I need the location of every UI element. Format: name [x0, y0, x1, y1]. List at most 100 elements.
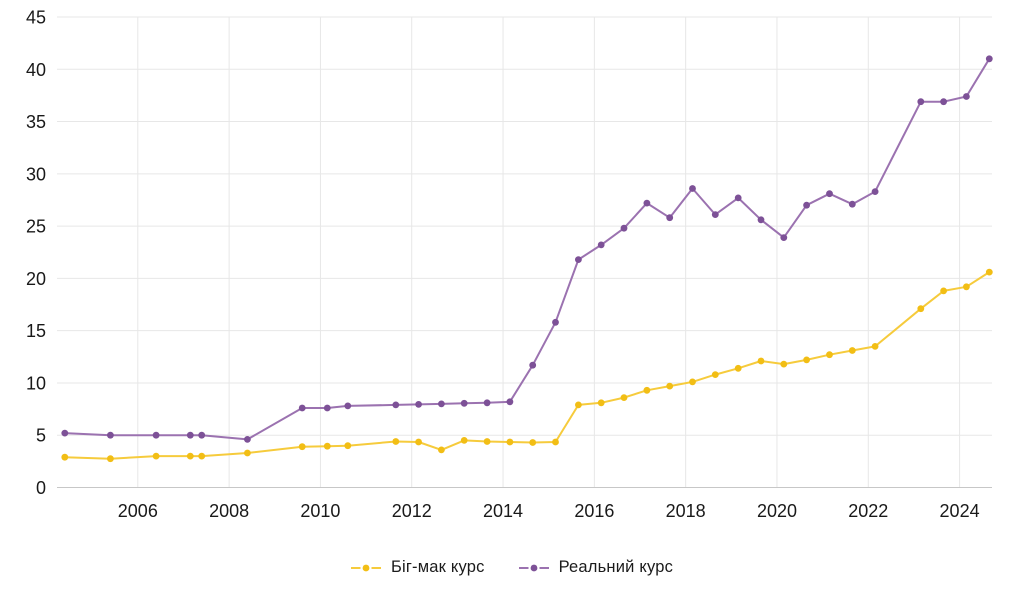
series-point-0	[460, 437, 468, 444]
x-tick-label: 2024	[940, 501, 980, 521]
series-point-1	[483, 399, 491, 407]
real-rate-legend-marker-icon	[518, 564, 549, 571]
series-point-0	[620, 394, 628, 401]
series-point-1	[323, 404, 331, 412]
series-point-1	[438, 400, 445, 408]
series-point-0	[871, 343, 879, 350]
series-point-1	[940, 98, 947, 106]
series-point-0	[552, 438, 559, 446]
series-point-0	[415, 438, 422, 446]
series-point-1	[711, 211, 719, 219]
y-tick-label: 15	[26, 321, 46, 341]
series-point-0	[803, 356, 810, 364]
series-point-0	[985, 268, 993, 276]
series-point-1	[620, 224, 628, 232]
x-tick-label: 2010	[300, 501, 340, 521]
bigmac-legend-marker-icon	[350, 564, 381, 571]
series-point-1	[107, 431, 114, 439]
series-point-1	[186, 431, 194, 439]
x-tick-label: 2016	[574, 501, 614, 521]
series-point-1	[734, 194, 742, 202]
series-line-1	[63, 57, 991, 441]
series-point-0	[483, 438, 491, 445]
series-point-1	[460, 399, 468, 407]
series-point-0	[689, 378, 696, 386]
y-tick-label: 20	[26, 269, 46, 289]
x-tick-label: 2012	[392, 501, 432, 521]
series-point-1	[803, 201, 810, 209]
series-line-0	[63, 271, 991, 460]
series-point-1	[392, 401, 400, 409]
x-tick-label: 2020	[757, 501, 797, 521]
series-point-1	[298, 404, 306, 412]
series-point-0	[575, 401, 582, 409]
x-tick-label: 2018	[666, 501, 706, 521]
series-point-1	[244, 436, 251, 443]
series-point-0	[438, 446, 445, 454]
series-point-1	[917, 98, 925, 106]
legend-item-real-rate[interactable]: Реальний курс	[518, 558, 673, 577]
series-point-1	[757, 216, 765, 224]
series-point-0	[917, 305, 925, 313]
series-point-0	[826, 351, 833, 359]
y-tick-label: 40	[26, 60, 46, 80]
legend-item-bigmac[interactable]: Біг-мак курс	[350, 558, 485, 577]
series-point-0	[61, 453, 69, 461]
series-point-0	[152, 452, 160, 460]
y-tick-label: 5	[36, 426, 46, 446]
series-point-0	[186, 452, 194, 460]
x-tick-label: 2014	[483, 501, 523, 521]
series-point-1	[963, 93, 970, 100]
y-tick-label: 0	[36, 478, 46, 498]
series-point-1	[826, 190, 833, 198]
series-point-1	[529, 361, 537, 369]
series-point-1	[152, 431, 160, 439]
series-point-0	[757, 357, 765, 365]
y-tick-label: 30	[26, 164, 46, 184]
series-point-0	[780, 360, 788, 368]
legend-label-bigmac: Біг-мак курс	[390, 558, 485, 576]
y-tick-label: 10	[26, 373, 46, 393]
series-point-0	[848, 347, 856, 354]
series-point-1	[597, 241, 605, 249]
series-point-0	[597, 399, 605, 407]
series-point-0	[344, 442, 352, 450]
series-point-1	[506, 398, 514, 406]
x-tick-label: 2022	[848, 501, 888, 521]
series-point-1	[871, 188, 879, 196]
series-point-1	[575, 256, 582, 263]
y-tick-label: 35	[26, 112, 46, 132]
chart-legend: Біг-мак курс Реальний курс	[0, 558, 1024, 577]
series-point-1	[643, 199, 651, 207]
series-point-0	[323, 442, 331, 450]
series-point-1	[552, 318, 559, 326]
series-point-1	[344, 402, 352, 410]
series-point-0	[643, 386, 651, 394]
series-point-0	[244, 449, 251, 457]
series-point-0	[506, 438, 514, 446]
series-point-0	[529, 439, 537, 446]
series-point-0	[666, 382, 674, 390]
series-point-1	[666, 214, 674, 222]
series-point-1	[415, 401, 422, 408]
series-point-0	[298, 443, 306, 451]
series-point-0	[940, 287, 947, 295]
x-tick-label: 2006	[118, 501, 158, 521]
series-point-0	[963, 283, 970, 291]
series-point-1	[61, 429, 69, 437]
series-point-1	[198, 431, 206, 439]
series-point-0	[198, 452, 206, 460]
series-point-1	[780, 234, 788, 242]
series-point-0	[392, 438, 400, 445]
series-point-1	[689, 185, 696, 192]
x-tick-label: 2008	[209, 501, 249, 521]
series-point-0	[711, 371, 719, 378]
y-tick-label: 25	[26, 217, 46, 237]
series-point-1	[848, 200, 856, 208]
line-chart: 2006 2008 2010 2012 2014 2016 2018 2020 2022 2024…	[26, 8, 993, 521]
series-point-0	[107, 455, 114, 463]
y-tick-label: 45	[26, 8, 46, 28]
series-point-0	[734, 364, 742, 372]
series-point-1	[985, 55, 993, 63]
